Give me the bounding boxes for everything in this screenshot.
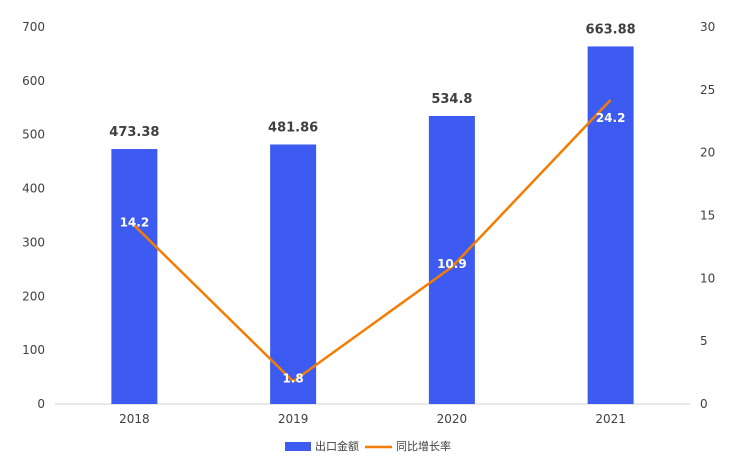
right-tick-label: 20 bbox=[700, 146, 715, 160]
bar-value-label: 473.38 bbox=[109, 125, 159, 140]
line-value-label: 14.2 bbox=[120, 216, 150, 230]
line-series bbox=[133, 99, 612, 383]
left-tick-label: 100 bbox=[22, 343, 45, 357]
bar-value-label: 481.86 bbox=[268, 120, 318, 135]
legend: 出口金额 同比增长率 bbox=[285, 439, 451, 453]
bar bbox=[587, 46, 634, 405]
right-tick-label: 0 bbox=[700, 397, 708, 411]
bar-series bbox=[111, 46, 634, 405]
left-tick-label: 300 bbox=[22, 235, 45, 249]
right-tick-label: 5 bbox=[700, 334, 708, 348]
left-tick-label: 500 bbox=[22, 128, 45, 142]
right-tick-label: 25 bbox=[700, 83, 715, 97]
bar bbox=[428, 115, 475, 405]
left-tick-label: 700 bbox=[22, 20, 45, 34]
bar-value-label: 534.8 bbox=[431, 92, 472, 107]
left-tick-label: 400 bbox=[22, 182, 45, 196]
legend-label-bar: 出口金额 bbox=[315, 439, 359, 453]
x-tick-label: 2021 bbox=[595, 412, 626, 426]
bar bbox=[270, 144, 317, 404]
x-tick-label: 2019 bbox=[278, 412, 309, 426]
legend-swatch-bar bbox=[285, 442, 311, 451]
right-axis-ticks: 0 5 10 15 20 25 30 bbox=[700, 20, 715, 411]
line-value-label: 1.8 bbox=[282, 371, 303, 385]
bar bbox=[111, 149, 158, 404]
line-value-label: 24.2 bbox=[596, 111, 626, 125]
line-path bbox=[133, 99, 612, 383]
x-tick-label: 2018 bbox=[119, 412, 150, 426]
right-tick-label: 30 bbox=[700, 20, 715, 34]
left-tick-label: 200 bbox=[22, 289, 45, 303]
bar-value-labels: 473.38 481.86 534.8 663.88 bbox=[109, 22, 635, 140]
left-axis-ticks: 0 100 200 300 400 500 600 700 bbox=[22, 20, 45, 411]
line-value-label: 10.9 bbox=[437, 257, 467, 271]
legend-label-line: 同比增长率 bbox=[396, 439, 451, 453]
right-tick-label: 15 bbox=[700, 209, 715, 223]
left-tick-label: 0 bbox=[37, 397, 45, 411]
line-value-labels: 14.2 1.8 10.9 24.2 bbox=[120, 111, 626, 385]
right-tick-label: 10 bbox=[700, 271, 715, 285]
x-axis-ticks: 2018 2019 2020 2021 bbox=[119, 412, 626, 426]
left-tick-label: 600 bbox=[22, 74, 45, 88]
bar-value-label: 663.88 bbox=[586, 22, 636, 37]
x-tick-label: 2020 bbox=[437, 412, 468, 426]
